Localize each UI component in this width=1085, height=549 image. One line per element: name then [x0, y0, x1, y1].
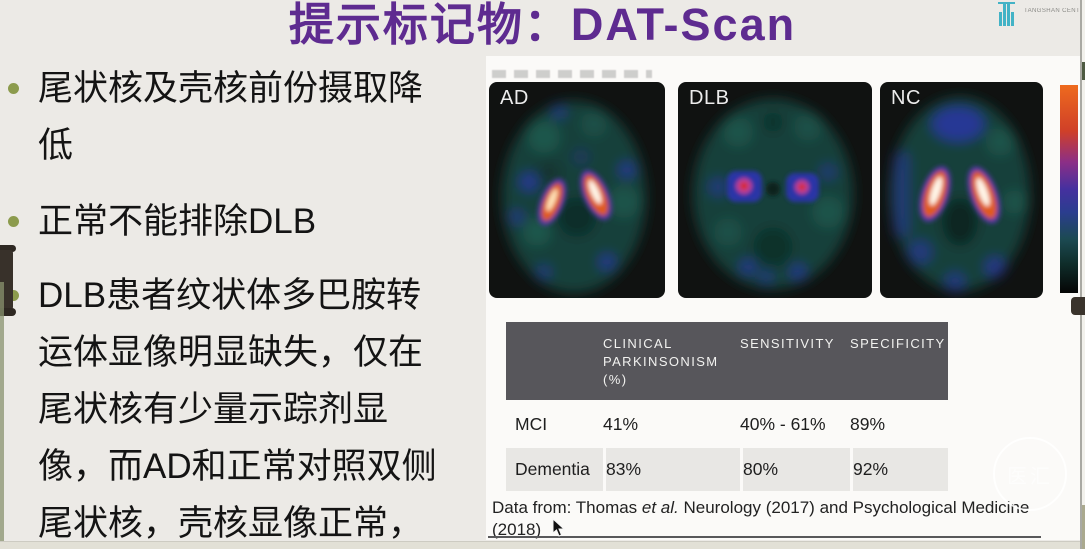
mci-clinical-value: 41% [603, 413, 639, 434]
bullet-dot-icon [8, 290, 19, 301]
hospital-name: TANGSHAN CENTRAL HOSPITAL [1024, 8, 1085, 14]
bullet-dot-icon [8, 216, 19, 227]
bullet-dot-icon [8, 83, 19, 94]
dat-scan-image-nc: NC [880, 82, 1043, 298]
dat-scan-image-ad: AD [489, 82, 665, 298]
dementia-specificity-value: 92% [850, 448, 948, 491]
footnote-prefix: Data from: Thomas [492, 498, 642, 517]
footnote-suffix: Neurology (2017) and Psychological Medic… [678, 498, 1030, 517]
page-title: 提示标记物：DAT-Scan [288, 0, 797, 50]
dementia-sensitivity-value: 80% [740, 448, 850, 491]
scan-label-ad: AD [500, 87, 529, 109]
dementia-clinical-value: 83% [603, 448, 740, 491]
hospital-building-icon [998, 2, 1018, 28]
dat-scan-image-dlb: DLB [678, 82, 872, 298]
dat-scan-table: CLINICAL PARKINSONISM (%) SENSITIVITY SP… [506, 322, 948, 491]
mci-sensitivity-value: 40% - 61% [740, 413, 826, 434]
bullet-list: 尾状核及壳核前份摄取降低 正常不能排除DLB DLB患者纹状体多巴胺转运体显像明… [8, 60, 448, 549]
watermark-text: 医汇 [1007, 465, 1053, 488]
video-artifact-right-tab [1071, 297, 1085, 315]
mci-specificity-value: 89% [850, 413, 886, 434]
hospital-logo: TANGSHAN CENTRAL HOSPITAL [998, 2, 1085, 32]
brain-scan-ad-graphic [502, 101, 646, 293]
watermark-circle: 医汇 [993, 437, 1067, 511]
table-header-row: CLINICAL PARKINSONISM (%) SENSITIVITY SP… [506, 322, 948, 400]
footnote-etal: et al. [641, 498, 679, 517]
footnote-underline [488, 536, 1041, 538]
bullet-text: 正常不能排除DLB [38, 202, 317, 241]
bullet-text: 尾状核及壳核前份摄取降低 [38, 69, 424, 165]
right-edge-olive-segment [1082, 505, 1085, 549]
intensity-colorbar [1060, 85, 1078, 293]
bullet-item-dlb-striatum: DLB患者纹状体多巴胺转运体显像明显缺失，仅在尾状核有少量示踪剂显像，而AD和正… [8, 267, 448, 549]
bullet-item-normal-not-exclude: 正常不能排除DLB [8, 193, 448, 250]
right-edge-margin [1082, 0, 1085, 549]
bullet-item-uptake-reduction: 尾状核及壳核前份摄取降低 [8, 60, 448, 174]
footnote-line2: (2018) [492, 520, 542, 539]
video-artifact-left-cap-bottom [0, 308, 16, 316]
right-edge-dark-segment [1082, 62, 1085, 80]
col-header-sensitivity: SENSITIVITY [740, 336, 835, 351]
bottom-edge-strip [0, 541, 1085, 549]
brain-scan-dlb-graphic [693, 99, 853, 289]
erased-caption-smudge [492, 70, 652, 78]
table-row-mci: MCI 41% 40% - 61% 89% [506, 400, 948, 448]
video-artifact-left-cap-top [0, 245, 16, 252]
data-source-footnote: Data from: Thomas et al. Neurology (2017… [492, 497, 1029, 541]
scan-label-nc: NC [891, 87, 921, 109]
mouse-cursor-icon [552, 518, 566, 537]
col-header-specificity: SPECIFICITY [850, 336, 946, 351]
bullet-text: DLB患者纹状体多巴胺转运体显像明显缺失，仅在尾状核有少量示踪剂显像，而AD和正… [38, 276, 437, 543]
col-header-clinical-parkinsonism: CLINICAL PARKINSONISM (%) [603, 336, 719, 387]
brain-scan-nc-graphic [890, 97, 1030, 292]
table-row-dementia: Dementia 83% 80% 92% [506, 448, 948, 491]
right-edge-line [1080, 0, 1082, 549]
footnote-line1: Data from: Thomas et al. Neurology (2017… [492, 497, 1029, 519]
scan-label-dlb: DLB [689, 87, 730, 109]
row-label-mci: MCI [515, 413, 548, 434]
row-label-dementia: Dementia [515, 459, 590, 479]
left-edge-strip [0, 282, 4, 549]
col-header-blank [506, 322, 603, 400]
